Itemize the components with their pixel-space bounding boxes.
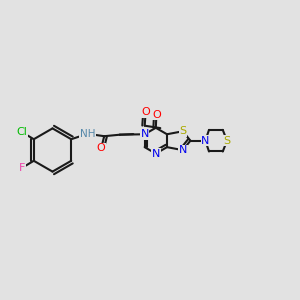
Text: O: O <box>152 110 161 120</box>
Text: N: N <box>179 145 187 155</box>
Text: F: F <box>19 163 25 173</box>
Text: N: N <box>140 129 149 139</box>
Text: N: N <box>201 136 210 146</box>
Text: Cl: Cl <box>16 127 27 137</box>
Text: NH: NH <box>80 129 95 139</box>
Text: S: S <box>224 136 230 146</box>
Text: O: O <box>141 107 150 118</box>
Text: N: N <box>152 148 160 159</box>
Text: O: O <box>97 143 106 153</box>
Text: S: S <box>179 126 186 136</box>
Text: NH: NH <box>80 129 95 139</box>
